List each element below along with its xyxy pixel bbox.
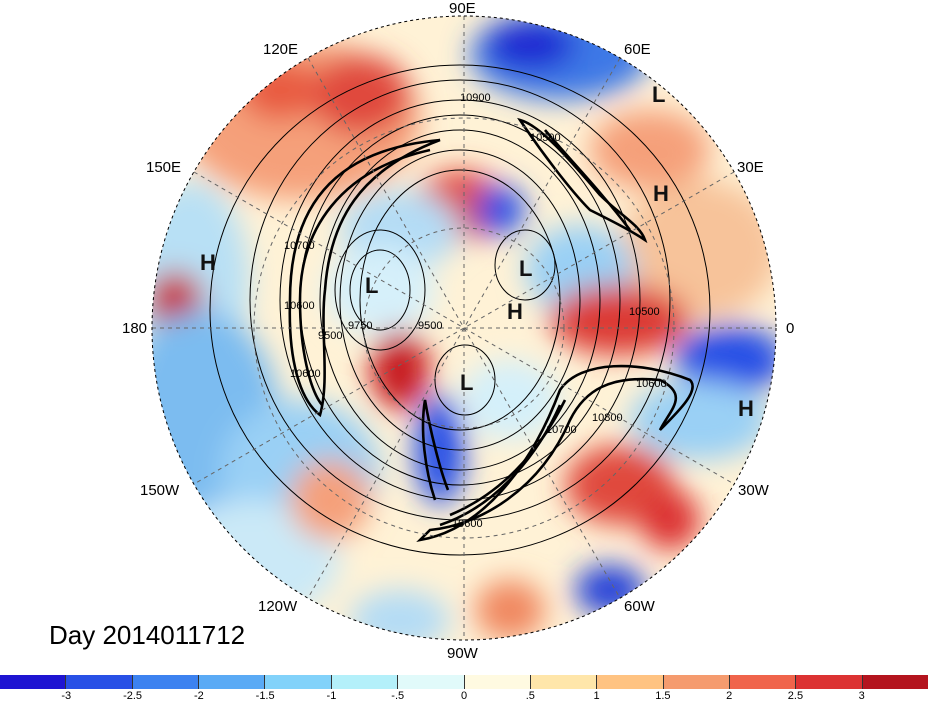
contour-label: 10600 <box>290 368 321 380</box>
lon-label-90w: 90W <box>447 645 478 662</box>
date-title: Day 2014011712 <box>49 620 245 651</box>
colorbar-swatch <box>863 675 928 689</box>
lon-label-60e: 60E <box>624 41 651 58</box>
colorbar-tick: 3 <box>859 690 865 702</box>
lon-label-0: 0 <box>786 320 794 337</box>
colorbar-swatch <box>199 675 265 689</box>
colorbar-tick: -2.5 <box>123 690 142 702</box>
low-center-label: L <box>519 256 532 282</box>
colorbar-tick: .5 <box>526 690 535 702</box>
low-center-label: L <box>652 82 665 108</box>
contour-label: 10700 <box>284 240 315 252</box>
lon-label-30e: 30E <box>737 159 764 176</box>
contour-label: 9500 <box>318 330 342 342</box>
high-center-label: H <box>653 181 669 207</box>
colorbar-swatch <box>398 675 464 689</box>
lon-label-120e: 120E <box>263 41 298 58</box>
low-center-label: L <box>460 370 473 396</box>
colorbar-tick: -2 <box>194 690 204 702</box>
high-center-label: H <box>738 396 754 422</box>
colorbar-swatch <box>796 675 862 689</box>
contour-label: 10800 <box>592 412 623 424</box>
lon-label-180: 180 <box>122 320 147 337</box>
colorbar-tick: -1.5 <box>256 690 275 702</box>
colorbar-tick: 2 <box>726 690 732 702</box>
colorbar-tick-labels: -3 -2.5 -2 -1.5 -1 -.5 0 .5 1 1.5 2 2.5 3 <box>0 690 928 702</box>
lon-label-60w: 60W <box>624 598 655 615</box>
low-center-label: L <box>365 273 378 299</box>
contour-label: 10600 <box>636 378 667 390</box>
colorbar-tick: -1 <box>327 690 337 702</box>
colorbar-tick: 2.5 <box>788 690 803 702</box>
contour-label: 9750 <box>348 320 372 332</box>
contour-label: 9500 <box>418 320 442 332</box>
colorbar-swatch <box>597 675 663 689</box>
contour-label: 10600 <box>284 300 315 312</box>
colorbar-swatch <box>730 675 796 689</box>
contour-label: 10600 <box>452 518 483 530</box>
lon-label-150e: 150E <box>146 159 181 176</box>
colorbar-swatch <box>0 675 66 689</box>
colorbar-swatch <box>133 675 199 689</box>
colorbar-tick: -.5 <box>391 690 404 702</box>
lon-label-120w: 120W <box>258 598 297 615</box>
high-center-label: H <box>200 250 216 276</box>
contour-label: 10500 <box>530 132 561 144</box>
colorbar-tick: 0 <box>461 690 467 702</box>
lon-label-90e: 90E <box>449 0 476 17</box>
lon-label-30w: 30W <box>738 482 769 499</box>
colorbar-swatch <box>465 675 531 689</box>
colorbar-swatch <box>664 675 730 689</box>
colorbar <box>0 675 928 689</box>
colorbar-tick: -3 <box>61 690 71 702</box>
anomaly-field <box>120 10 785 650</box>
colorbar-swatch <box>265 675 331 689</box>
colorbar-tick: 1 <box>594 690 600 702</box>
colorbar-swatch <box>66 675 132 689</box>
high-center-label: H <box>507 299 523 325</box>
colorbar-tick: 1.5 <box>655 690 670 702</box>
colorbar-swatch <box>531 675 597 689</box>
contour-label: 10500 <box>629 306 660 318</box>
contour-label: 10900 <box>460 92 491 104</box>
contour-label: 10700 <box>546 424 577 436</box>
colorbar-swatch <box>332 675 398 689</box>
lon-label-150w: 150W <box>140 482 179 499</box>
